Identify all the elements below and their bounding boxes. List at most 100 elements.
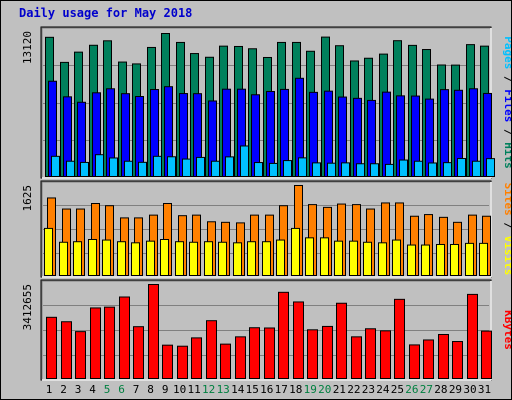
visits-bar-day-3 (73, 241, 82, 276)
x-tick-label-day-24: 24 (376, 383, 390, 396)
pages-bar-day-29 (457, 158, 466, 177)
kbytes-bar-day-10 (177, 345, 188, 380)
kbytes-panel-legend-part-1: KBytes (502, 310, 511, 350)
x-tick-label-day-23: 23 (362, 383, 375, 396)
pages-bar-day-6 (124, 160, 133, 178)
visits-bar-day-6 (117, 241, 126, 276)
visits-bar-day-7 (131, 242, 140, 276)
pages-bar-day-25 (399, 159, 408, 177)
x-tick-label-day-2: 2 (60, 383, 67, 396)
visits-bar-day-23 (363, 241, 372, 276)
pages-bar-day-20 (327, 162, 336, 177)
kbytes-bar-day-23 (365, 328, 376, 380)
visits-bar-day-14 (233, 242, 242, 276)
x-tick-label-day-19: 19 (304, 383, 317, 396)
kbytes-bar-day-8 (148, 284, 159, 379)
kbytes-bar-day-15 (249, 327, 260, 379)
kbytes-bar-day-13 (220, 343, 231, 380)
pages-bar-day-17 (283, 160, 292, 177)
kbytes-bar-day-7 (133, 326, 144, 380)
pages-bar-day-23 (370, 163, 379, 177)
pages-bar-day-9 (167, 156, 176, 178)
x-tick-label-day-25: 25 (391, 383, 404, 396)
visits-bar-day-16 (262, 241, 271, 276)
x-tick-label-day-28: 28 (434, 383, 447, 396)
kbytes-bar-day-18 (293, 301, 304, 379)
pages-bar-day-31 (486, 158, 495, 177)
visits-bar-day-12 (204, 241, 213, 276)
kbytes-bar-day-5 (104, 306, 115, 380)
visits-bar-day-27 (421, 244, 430, 277)
kbytes-bar-day-22 (351, 336, 362, 379)
visits-bar-day-22 (349, 240, 358, 277)
kbytes-bar-day-25 (394, 298, 405, 379)
x-tick-label-day-12: 12 (202, 383, 215, 396)
x-tick-label-day-11: 11 (188, 383, 201, 396)
visits-bar-day-8 (146, 240, 155, 277)
pages-bar-day-11 (196, 156, 205, 178)
kbytes-bar-day-28 (438, 333, 449, 379)
visits-bar-day-17 (276, 239, 285, 277)
x-tick-label-day-27: 27 (420, 383, 433, 396)
pages-bar-day-8 (153, 155, 162, 177)
sites-panel-legend-part-3: Visits (502, 236, 511, 276)
x-tick-label-day-5: 5 (104, 383, 111, 396)
kbytes-bar-day-19 (307, 329, 318, 379)
pages-bar-day-12 (211, 160, 220, 178)
files-bar-day-24 (382, 91, 391, 177)
kbytes-bar-day-4 (90, 307, 101, 379)
visits-bar-day-19 (305, 237, 314, 276)
kbytes-bar-day-2 (61, 321, 72, 379)
x-tick-label-day-4: 4 (89, 383, 96, 396)
kbytes-bar-day-3 (75, 331, 86, 379)
pages-bar-day-14 (240, 145, 249, 177)
x-tick-label-day-1: 1 (46, 383, 53, 396)
visits-bar-day-29 (450, 243, 459, 277)
pages-bar-day-15 (254, 162, 263, 178)
kbytes-bar-day-29 (452, 341, 463, 380)
x-tick-label-day-14: 14 (231, 383, 245, 396)
x-tick-label-day-20: 20 (318, 383, 331, 396)
sites-y-max-label: 1625 (21, 185, 34, 212)
x-tick-label-day-21: 21 (333, 383, 346, 396)
pages-bar-day-5 (109, 157, 118, 178)
visits-bar-day-26 (407, 244, 416, 277)
visits-bar-day-21 (334, 240, 343, 277)
pages-bar-day-24 (385, 163, 394, 177)
kbytes-bar-day-16 (264, 327, 275, 380)
pages-bar-day-28 (443, 162, 452, 178)
x-tick-label-day-17: 17 (275, 383, 288, 396)
kbytes-bar-day-12 (206, 320, 217, 380)
x-tick-label-day-7: 7 (133, 383, 140, 396)
visits-bar-day-4 (88, 239, 97, 276)
visits-bar-day-20 (320, 237, 329, 276)
pages-bar-day-16 (269, 162, 278, 177)
pages-bar-day-2 (66, 160, 75, 178)
pages-bar-day-10 (182, 158, 191, 177)
kbytes-bar-day-27 (423, 339, 434, 380)
pages-bar-day-13 (225, 156, 234, 178)
pages-bar-day-21 (341, 162, 350, 178)
hits-panel-legend-part-1: Pages (502, 36, 511, 69)
sites-panel-legend-part-1: Sites (502, 183, 511, 216)
pages-bar-day-1 (51, 155, 60, 177)
sites-panel-legend: Sites / Visits (502, 183, 511, 276)
hits-panel-legend-part-5: Hits (502, 142, 511, 169)
x-tick-label-day-30: 30 (463, 383, 476, 396)
kbytes-bar-day-14 (235, 336, 246, 379)
visits-bar-day-2 (59, 241, 68, 276)
sites-panel-legend-part-2: / (502, 216, 511, 236)
kbytes-bar-day-11 (191, 337, 202, 379)
visits-bar-day-18 (291, 227, 300, 277)
x-tick-label-day-18: 18 (289, 383, 302, 396)
x-tick-label-day-8: 8 (147, 383, 154, 396)
pages-bar-day-4 (95, 154, 104, 177)
chart-title: Daily usage for May 2018 (19, 6, 193, 20)
visits-bar-day-5 (102, 239, 111, 277)
x-tick-label-day-3: 3 (75, 383, 82, 396)
visits-bar-day-9 (160, 239, 169, 276)
pages-bar-day-3 (80, 161, 89, 178)
kbytes-bar-day-6 (119, 296, 130, 380)
